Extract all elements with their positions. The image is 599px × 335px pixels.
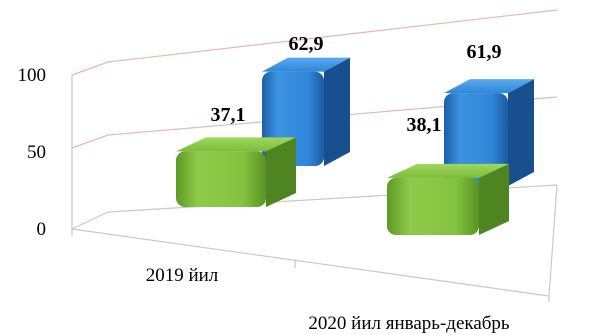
bar-top-face — [176, 137, 296, 152]
bar-top-face — [444, 79, 534, 94]
data-label: 38,1 — [407, 114, 442, 136]
y-tick-labels: 0 50 100 — [18, 65, 47, 240]
bar-top-face — [387, 163, 509, 178]
y-tick-label: 100 — [18, 65, 47, 86]
data-label: 62,9 — [289, 33, 324, 55]
bar-side-face — [266, 137, 296, 207]
bar-green — [176, 137, 296, 207]
bar-side-face — [508, 79, 534, 186]
data-label: 37,1 — [211, 104, 246, 126]
bar-green — [387, 163, 509, 235]
data-labels: 62,9 61,9 37,1 38,1 — [211, 33, 502, 136]
gridline-50 — [71, 96, 558, 149]
bar-front-face — [387, 177, 479, 235]
x-category-label: 2020 йил январь-декабрь — [308, 313, 510, 334]
bar-side-face — [479, 163, 509, 235]
gridlines — [71, 9, 558, 149]
bar-top-face — [262, 57, 350, 72]
x-category-labels: 2019 йил 2020 йил январь-декабрь — [146, 265, 510, 334]
bars — [176, 57, 534, 235]
data-label: 61,9 — [467, 41, 502, 63]
floor-left-edge — [71, 211, 109, 230]
bar-side-face — [324, 57, 350, 166]
floor-front-edge — [71, 228, 550, 297]
x-category-label: 2019 йил — [146, 265, 219, 286]
y-tick-label: 0 — [37, 219, 47, 240]
bar-front-face — [176, 151, 266, 207]
y-tick-label: 50 — [27, 142, 46, 163]
gridline-100 — [71, 9, 558, 76]
bar-blue — [444, 79, 534, 186]
floor-right-edge — [548, 184, 558, 297]
bar-front-face — [444, 93, 508, 186]
floor — [71, 184, 558, 297]
